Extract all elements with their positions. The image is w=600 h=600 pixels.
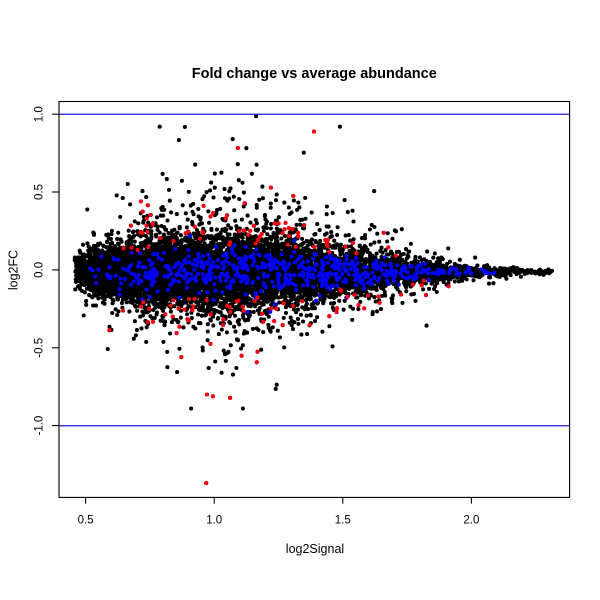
svg-text:0.0: 0.0 [34, 262, 46, 278]
svg-text:-1.0: -1.0 [34, 416, 46, 436]
svg-text:0.5: 0.5 [78, 515, 94, 527]
svg-text:2.0: 2.0 [463, 515, 479, 527]
svg-text:log2FC: log2FC [7, 250, 21, 290]
svg-text:1.0: 1.0 [34, 106, 46, 122]
svg-text:0.5: 0.5 [34, 184, 46, 200]
svg-text:-0.5: -0.5 [34, 338, 46, 358]
svg-text:Fold change vs average abundan: Fold change vs average abundance [192, 66, 437, 82]
svg-text:log2Signal: log2Signal [286, 542, 344, 556]
svg-text:1.5: 1.5 [335, 515, 351, 527]
svg-text:1.0: 1.0 [206, 515, 222, 527]
